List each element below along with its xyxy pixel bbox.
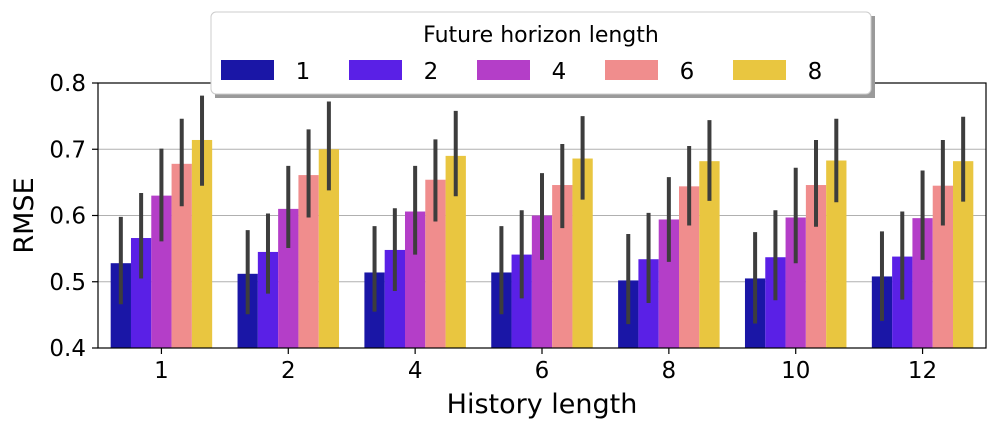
x-tick-label: 6 bbox=[535, 358, 550, 384]
y-tick-label: 0.7 bbox=[49, 137, 86, 163]
legend-label: 6 bbox=[680, 59, 695, 85]
legend-swatch bbox=[477, 60, 530, 80]
error-bars bbox=[118, 95, 966, 325]
bar bbox=[298, 175, 319, 348]
bar bbox=[826, 160, 847, 348]
y-axis-label: RMSE bbox=[9, 177, 40, 253]
x-tick-label: 10 bbox=[781, 358, 810, 384]
legend-label: 1 bbox=[296, 59, 311, 85]
bar bbox=[404, 211, 426, 348]
bar bbox=[572, 158, 593, 348]
bar bbox=[110, 263, 131, 348]
legend-label: 2 bbox=[424, 59, 439, 85]
bar bbox=[699, 161, 720, 348]
legend: Future horizon length 1 2 4 6 8 bbox=[210, 11, 875, 98]
bar bbox=[318, 149, 340, 348]
bar bbox=[552, 185, 573, 348]
x-axis-ticks: 1 2 4 6 8 10 12 bbox=[154, 348, 937, 384]
y-tick-label: 0.6 bbox=[49, 204, 86, 230]
bar bbox=[257, 251, 279, 348]
x-tick-label: 8 bbox=[662, 358, 677, 384]
bar bbox=[765, 257, 786, 348]
bar bbox=[151, 195, 172, 348]
bar bbox=[658, 219, 680, 348]
legend-items: 1 2 4 6 8 bbox=[221, 59, 822, 85]
bar bbox=[130, 238, 152, 348]
bar bbox=[679, 186, 700, 348]
bar bbox=[912, 218, 933, 348]
bar bbox=[278, 208, 299, 348]
x-tick-label: 2 bbox=[281, 358, 296, 384]
x-tick-label: 4 bbox=[408, 358, 423, 384]
bar bbox=[953, 161, 974, 348]
bar bbox=[932, 185, 954, 348]
legend-label: 8 bbox=[808, 59, 823, 85]
x-tick-label: 1 bbox=[154, 358, 169, 384]
legend-swatch bbox=[605, 60, 658, 80]
y-tick-label: 0.4 bbox=[49, 336, 86, 362]
bar bbox=[785, 217, 806, 348]
x-tick-label: 12 bbox=[908, 358, 937, 384]
y-axis-ticks: 0.4 0.5 0.6 0.7 0.8 bbox=[49, 71, 98, 362]
legend-label: 4 bbox=[552, 59, 567, 85]
y-tick-label: 0.5 bbox=[49, 270, 86, 296]
bar bbox=[425, 179, 446, 348]
bar bbox=[638, 259, 659, 348]
bar bbox=[805, 185, 827, 348]
legend-swatch bbox=[349, 60, 402, 80]
bar bbox=[384, 249, 405, 348]
legend-swatch bbox=[733, 60, 786, 80]
bar bbox=[191, 139, 213, 348]
bar bbox=[171, 163, 192, 348]
x-axis-label: History length bbox=[447, 389, 638, 420]
bar bbox=[445, 155, 466, 348]
bars bbox=[110, 139, 974, 348]
legend-title: Future horizon length bbox=[423, 23, 659, 48]
bar bbox=[892, 256, 913, 348]
bar bbox=[511, 254, 532, 348]
legend-swatch bbox=[221, 60, 274, 80]
bar bbox=[531, 215, 553, 348]
y-tick-label: 0.8 bbox=[49, 71, 86, 97]
